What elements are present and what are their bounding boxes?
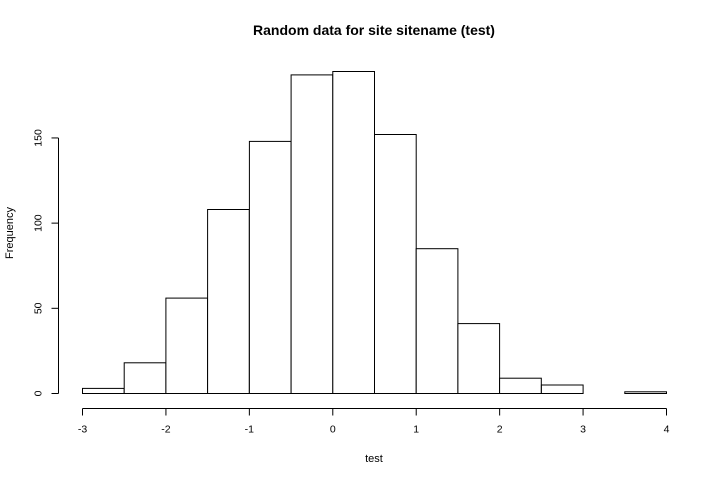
- histogram-bar: [82, 387, 125, 394]
- histogram-bar: [499, 377, 542, 395]
- x-tick-label: -3: [78, 424, 87, 436]
- histogram-bar: [415, 248, 459, 394]
- x-tick-label: 1: [413, 424, 419, 436]
- x-tick-label: -2: [161, 424, 170, 436]
- x-tick-label: 4: [664, 424, 670, 436]
- histogram-bar: [165, 297, 209, 395]
- y-tick-label: 50: [33, 302, 45, 314]
- y-axis-label: Frequency: [4, 207, 16, 259]
- y-tick-label: 0: [33, 390, 45, 396]
- x-tick-label: -1: [245, 424, 254, 436]
- x-tick-label: 2: [497, 424, 503, 436]
- histogram-bar: [540, 384, 584, 394]
- histogram-bar: [374, 134, 417, 394]
- y-tick-label: 150: [33, 129, 45, 147]
- x-axis-label: test: [365, 453, 383, 465]
- histogram-bar: [123, 362, 167, 394]
- chart-title: Random data for site sitename (test): [253, 22, 495, 38]
- x-axis: -3 -2 -1 0 1 2 3 4: [78, 408, 670, 436]
- y-axis: 0 50 100 150: [33, 129, 59, 396]
- histogram-bar: [290, 74, 334, 395]
- histogram-bar: [248, 140, 292, 394]
- x-tick-label: 3: [580, 424, 586, 436]
- bars-group: [82, 71, 667, 395]
- x-tick-label: 0: [330, 424, 336, 436]
- histogram-bar: [624, 391, 667, 394]
- histogram-bar: [332, 71, 375, 394]
- y-tick-label: 100: [33, 214, 45, 232]
- histogram-bar: [457, 323, 501, 395]
- histogram-bar: [207, 209, 250, 394]
